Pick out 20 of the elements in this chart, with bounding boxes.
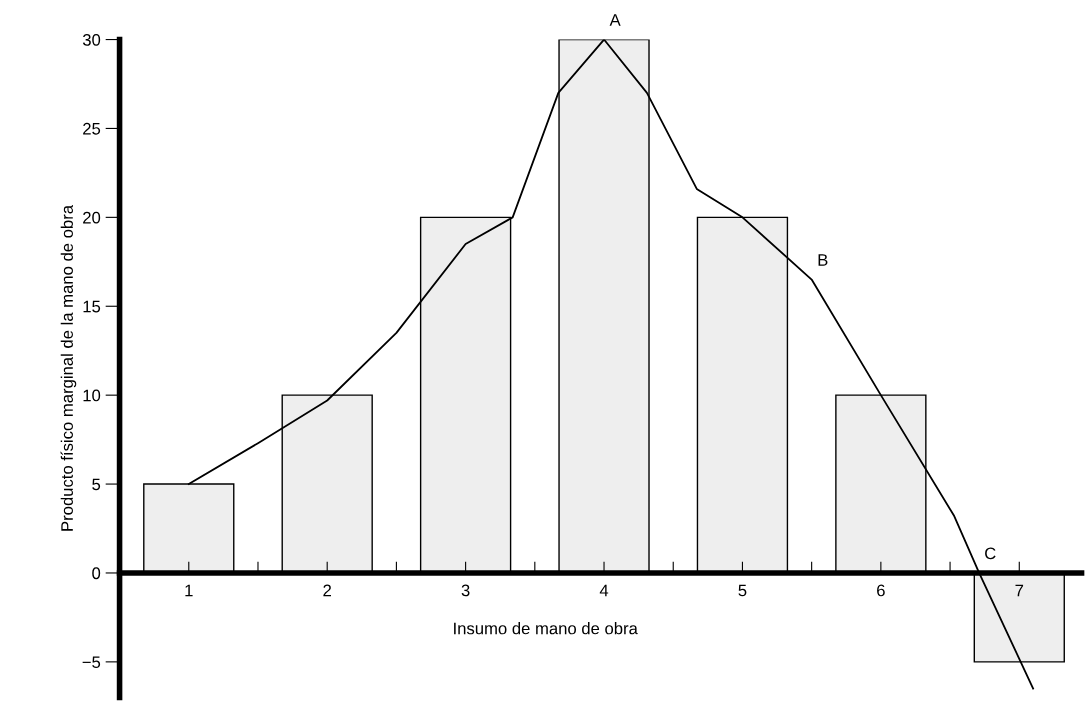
y-tick-label: 30 [82, 33, 101, 46]
x-tick-label: 7 [1015, 584, 1024, 597]
x-tick-label: 6 [877, 584, 885, 597]
y-tick-label: 15 [83, 300, 101, 313]
y-tick-label: 10 [83, 389, 101, 402]
annotation: A [609, 14, 621, 26]
x-axis-title: Insumo de mano de obra [454, 622, 638, 635]
x-tick-label: 5 [738, 584, 747, 597]
x-tick-label: 1 [185, 584, 193, 597]
annotation: C [985, 547, 996, 560]
y-tick-label: 20 [83, 211, 101, 224]
y-tick-label: −5 [82, 656, 101, 669]
y-tick-label: 25 [83, 122, 101, 135]
x-tick-label: 3 [461, 584, 470, 597]
x-tick-label: 4 [599, 584, 609, 597]
y-tick-label: 0 [92, 567, 101, 580]
y-axis-title: Producto físico marginal de la mano de obra [60, 204, 77, 531]
annotation: B [818, 254, 828, 266]
x-tick-label: 2 [323, 584, 331, 597]
y-tick-label: 5 [92, 478, 101, 491]
